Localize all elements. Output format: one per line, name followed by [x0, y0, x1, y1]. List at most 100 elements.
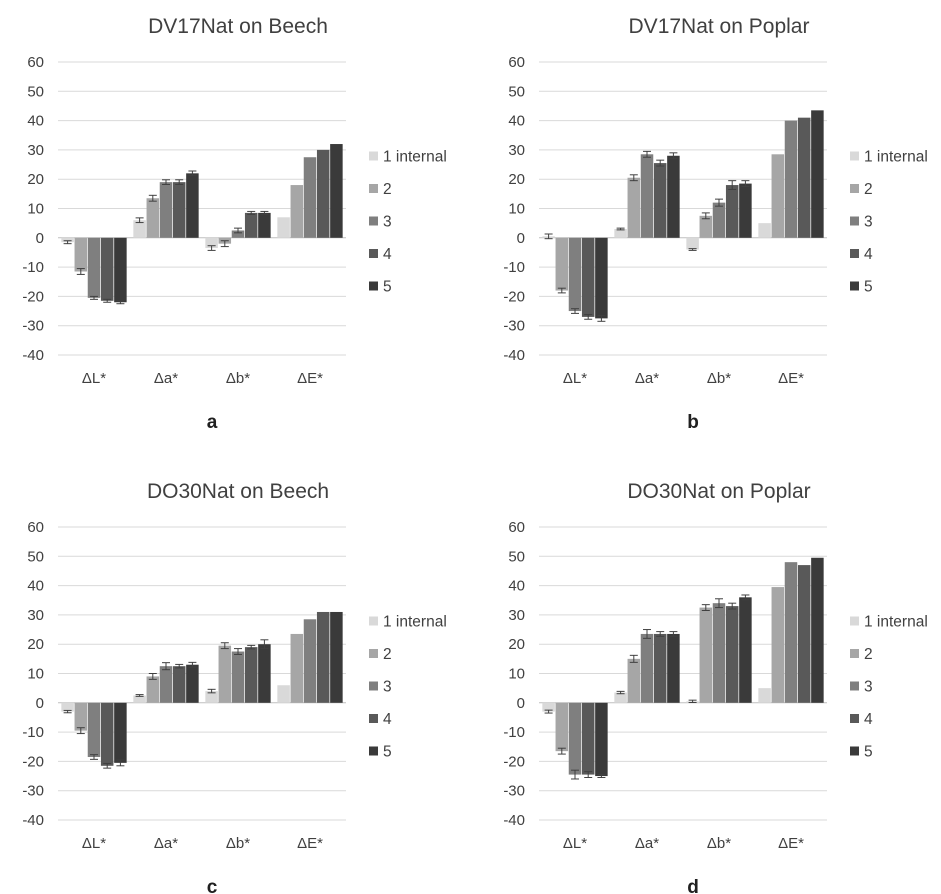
bar — [725, 606, 739, 703]
chart-title: DV17Nat on Poplar — [629, 15, 810, 38]
legend-swatch — [850, 714, 859, 723]
bar — [218, 645, 232, 703]
bar — [686, 237, 699, 250]
legend-swatch — [850, 249, 859, 258]
legend-swatch — [369, 649, 378, 658]
legend-swatch — [369, 746, 378, 756]
bar — [771, 587, 785, 703]
bar — [258, 212, 271, 238]
bar — [797, 117, 811, 238]
legend-swatch — [369, 616, 378, 626]
bar — [542, 702, 555, 712]
bar — [568, 237, 582, 312]
bar — [653, 633, 667, 703]
y-tick-label: -40 — [503, 812, 525, 829]
legend-label: 4 — [864, 246, 873, 263]
panel-label: d — [687, 877, 699, 894]
bar — [771, 154, 785, 238]
x-tick-label: ΔE* — [778, 370, 804, 387]
legend-swatch — [369, 681, 378, 691]
legend-label: 5 — [383, 744, 392, 761]
bar — [277, 217, 290, 238]
legend-swatch — [369, 151, 378, 161]
y-tick-label: 10 — [27, 666, 44, 683]
chart-panel-a: DV17Nat on Beech 60 50 40 30 20 10 0 -10 -20 -30 -4… — [22, 15, 446, 433]
bar — [739, 183, 752, 238]
bar — [640, 154, 654, 238]
y-tick-label: -10 — [503, 724, 525, 741]
bar — [811, 110, 824, 238]
legend-swatch — [850, 746, 859, 756]
y-tick-label: 30 — [508, 142, 525, 159]
y-tick-label: -10 — [503, 259, 525, 276]
y-tick-label: 50 — [508, 83, 525, 100]
bar — [172, 182, 186, 238]
bar — [667, 633, 680, 703]
panel-label: a — [207, 412, 218, 433]
chart-panel-c: DO30Nat on Beech 60 50 40 30 20 10 0 -10 -20 -30 -4… — [22, 480, 446, 894]
x-tick-label: ΔL* — [563, 835, 587, 852]
bar — [87, 237, 101, 298]
bar — [133, 695, 146, 703]
bar — [100, 702, 114, 766]
bar — [699, 215, 713, 238]
x-tick-label: ΔL* — [82, 835, 106, 852]
legend-swatch — [850, 151, 859, 161]
legend-label: 2 — [864, 181, 873, 198]
bar — [100, 237, 114, 301]
chart-title: DO30Nat on Beech — [147, 480, 329, 503]
bar — [159, 666, 173, 703]
bar — [627, 658, 641, 703]
x-tick-label: Δa* — [154, 370, 178, 387]
y-tick-label: 60 — [508, 54, 525, 71]
bar — [555, 702, 569, 752]
x-tick-label: Δa* — [635, 835, 659, 852]
bar — [330, 144, 343, 238]
y-tick-label: 30 — [27, 142, 44, 159]
legend-swatch — [369, 714, 378, 723]
x-tick-label: ΔL* — [82, 370, 106, 387]
y-tick-label: 10 — [508, 201, 525, 218]
bar — [699, 607, 713, 703]
bar — [797, 565, 811, 703]
bar — [330, 611, 343, 703]
bar — [568, 702, 582, 775]
bar — [614, 692, 627, 703]
bar — [784, 562, 798, 703]
bar — [595, 702, 608, 777]
legend-label: 5 — [864, 744, 873, 761]
y-tick-label: -40 — [22, 812, 44, 829]
legend-swatch — [850, 681, 859, 691]
y-tick-label: 60 — [27, 519, 44, 536]
bar — [205, 691, 218, 703]
y-tick-label: 0 — [517, 230, 525, 247]
legend-label: 1 internal — [864, 614, 928, 631]
bar — [172, 666, 186, 703]
panel-label: c — [207, 877, 218, 894]
y-tick-label: -10 — [22, 724, 44, 741]
legend-label: 3 — [383, 679, 392, 696]
bar — [205, 237, 218, 249]
bar — [653, 163, 667, 238]
bar — [316, 611, 330, 703]
x-tick-label: Δa* — [635, 370, 659, 387]
bar — [159, 182, 173, 238]
y-tick-label: 10 — [508, 666, 525, 683]
y-tick-label: 60 — [27, 54, 44, 71]
y-tick-label: -30 — [503, 783, 525, 800]
y-tick-label: -30 — [22, 783, 44, 800]
legend-label: 2 — [383, 181, 392, 198]
y-tick-label: -20 — [22, 288, 44, 305]
bar — [61, 237, 74, 243]
legend-label: 3 — [383, 214, 392, 231]
bar — [811, 557, 824, 703]
y-tick-label: -20 — [503, 288, 525, 305]
legend-swatch — [850, 649, 859, 658]
bar — [74, 237, 88, 272]
chart-panel-d: DO30Nat on Poplar 60 50 40 30 20 10 0 -10 -20 -30 -… — [503, 480, 927, 894]
bar — [114, 702, 127, 763]
y-tick-label: -20 — [22, 753, 44, 770]
y-tick-label: 10 — [27, 201, 44, 218]
bar — [667, 155, 680, 238]
